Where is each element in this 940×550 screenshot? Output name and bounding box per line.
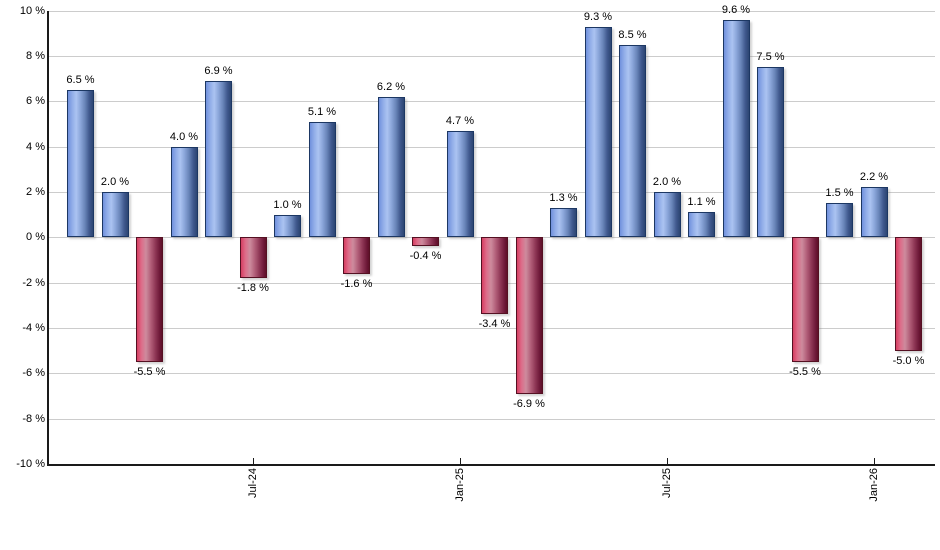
bar-value-label: 2.2 % [859,171,889,184]
positive-bar [826,203,853,238]
positive-bar [205,80,232,238]
bar-value-label: -5.5 % [133,366,166,378]
bar-value-label: 1.3 % [549,191,578,204]
gridline--4 [48,328,935,329]
bar-value-label: 5.1 % [307,105,337,118]
bar-value-label: 9.6 % [721,3,751,16]
positive-bar [274,214,301,238]
bar-value-label: 1.1 % [687,196,716,209]
negative-bar [136,237,163,362]
y-axis-line [47,11,49,466]
bar-value-label: -5.0 % [892,354,925,367]
positive-bar [377,96,405,238]
x-axis-tick-label: Jul-24 [247,468,259,498]
negative-bar [895,237,922,351]
bar-value-label: -5.5 % [789,366,821,378]
y-axis-tick-label: 0 % [26,231,45,244]
positive-bar [619,44,646,238]
positive-bar [653,192,681,238]
y-axis-tick-label: -10 % [16,458,45,470]
bar-value-label: 2.0 % [100,176,130,188]
gridline-4 [48,146,935,148]
positive-bar [308,121,336,238]
y-axis-tick-label: -2 % [22,276,45,289]
positive-bar [170,146,198,238]
bar-value-label: -6.9 % [513,397,545,410]
positive-bar [550,207,577,238]
negative-bar [791,237,819,362]
bar-value-label: -1.8 % [237,282,269,295]
gridline-6 [48,101,935,103]
bar-value-label: 6.9 % [204,64,233,77]
x-axis-tick-mark [874,458,875,466]
positive-bar [101,192,129,238]
x-axis-tick-mark [253,458,254,466]
positive-bar [688,212,715,238]
y-axis-tick-label: -8 % [22,412,45,425]
bar-value-label: -0.4 % [409,250,442,263]
bar-value-label: 1.5 % [825,187,854,200]
y-axis-tick-label: -4 % [22,322,45,334]
positive-bar [722,19,750,238]
x-axis-line [48,464,935,466]
bar-value-label: 9.3 % [583,10,613,23]
negative-bar [481,237,508,315]
x-axis-tick-mark [460,458,461,466]
gridline--6 [48,373,935,375]
positive-bar [757,67,784,238]
bar-value-label: 6.5 % [66,74,95,86]
y-axis-tick-label: 6 % [26,95,45,108]
gridline--8 [48,418,935,420]
y-axis-tick-label: 8 % [26,50,45,62]
y-axis-tick-label: 10 % [19,4,45,17]
negative-bar [343,237,370,274]
gridline-8 [48,56,935,57]
negative-bar [515,237,543,394]
bar-value-label: 7.5 % [756,51,785,64]
x-axis-tick-label: Jan-26 [868,468,880,502]
y-axis-tick-label: 2 % [26,186,45,198]
bar-value-label: 4.7 % [445,114,475,127]
bar-value-label: 6.2 % [376,80,406,93]
negative-bar [239,237,267,279]
bar-value-label: 1.0 % [273,198,302,211]
gridline-2 [48,192,935,193]
negative-bar [412,237,439,247]
bar-value-label: -3.4 % [478,318,511,331]
bar-value-label: 4.0 % [169,130,199,143]
positive-bar [446,130,474,238]
bar-value-label: 8.5 % [618,28,647,41]
x-axis-tick-label: Jan-25 [454,468,466,502]
positive-bar [67,90,94,238]
gridline-10 [48,10,935,12]
positive-bar [860,187,888,238]
bar-value-label: -1.6 % [340,277,373,290]
x-axis-tick-label: Jul-25 [661,468,673,498]
y-axis-tick-label: -6 % [22,367,45,380]
positive-bar [584,26,612,238]
bar-value-label: 2.0 % [652,176,682,188]
x-axis-tick-mark [667,458,668,466]
y-axis-tick-label: 4 % [26,140,45,153]
